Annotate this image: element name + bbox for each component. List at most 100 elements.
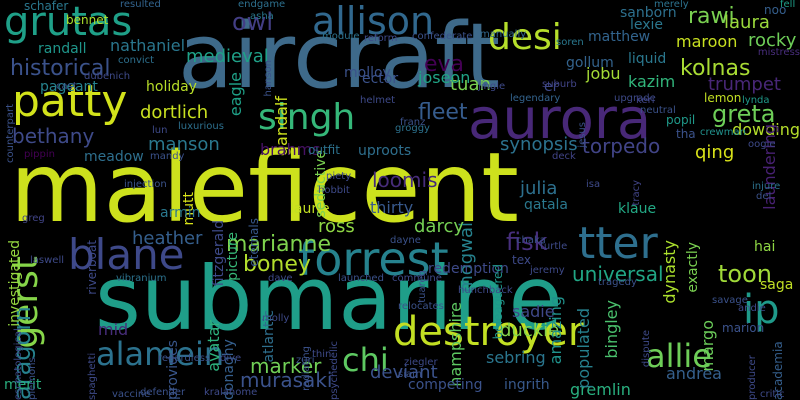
word-redemption: redemption [428,261,509,277]
word-del: del [756,191,772,202]
word-tracy: tracy [631,180,642,206]
word-ziegler: ziegler [404,357,438,368]
word-keri: keri [636,95,655,106]
word-hai: hai [754,239,776,255]
word-exactly: exactly [685,242,701,293]
word-gremlin: gremlin [570,380,631,399]
word-jeremy: jeremy [530,265,565,276]
word-patty: patty [12,76,128,127]
word-er: er [544,79,559,95]
word-psychedelic: psychedelic [329,340,340,400]
word-luxurious: luxurious [178,121,224,132]
word-jingle: jingle [478,81,506,92]
word-manually: manually [480,29,527,40]
word-schafer: schafer [24,0,69,13]
word-forrest: forrest [298,232,449,286]
word-turtle: turtle [540,241,568,252]
word-injure: injure [752,181,781,192]
word-convict: convict [118,55,155,66]
word-medieval: medieval [186,46,269,67]
word-outfit: outfit [308,143,340,157]
word-alamein: alamein [96,335,225,373]
word-allie: allie [646,337,712,375]
word-hunchback: hunchback [458,285,513,296]
word-qatala: qatala [524,197,569,213]
word-ross: ross [318,216,355,237]
word-lynda: lynda [742,95,770,106]
word-sebring: sebring [486,348,546,367]
word-thin: thin [312,349,332,360]
word-toon: toon [718,260,772,288]
word-vaccine: vaccine [112,389,151,400]
word-jobu: jobu [586,64,621,83]
word-gollum: gollum [566,55,614,71]
word-riverboat: riverboat [85,240,99,295]
word-merely: merely [654,0,689,10]
word-populated: populated [574,308,593,389]
word-piemons: piemons [27,357,38,400]
word-tha: tha [676,127,696,141]
word-eva: eva [424,52,465,77]
word-marion: marion [722,321,765,335]
word-marianne: marianne [226,232,331,257]
word-tex: tex [512,253,531,267]
word-dortlich: dortlich [140,102,209,123]
word-critic: critic [760,389,785,400]
word-singh: singh [258,97,356,138]
word-greg: greg [22,213,45,224]
word-counterpart: counterpart [5,104,16,163]
word-savage: savage [712,295,748,306]
word-spaghetti: spaghetti [87,352,98,400]
word-vibranium: vibranium [116,273,167,284]
word-mandy: mandy [150,151,185,162]
word-loomis: loomis [372,168,438,192]
word-grutas: grutas [4,0,133,45]
word-suburb: suburb [542,79,577,90]
word-torpedo: torpedo [582,134,661,158]
word-bingley: bingley [602,300,621,359]
word-julia: julia [520,178,558,199]
word-deck: deck [552,151,576,162]
word-hampshire: hampshire [446,302,465,387]
word-kolnas: kolnas [680,56,751,81]
word-hobbit: hobbit [318,185,350,196]
word-dispute: dispute [641,330,652,368]
word-laura: laura [724,12,770,33]
word-randall: randall [38,41,87,57]
word-saga: saga [760,277,794,293]
word-margo: margo [698,320,717,372]
word-boney: boney [243,252,311,277]
word-oogie: oogie [748,139,776,150]
word-pageant: pageant [40,79,98,95]
word-endgame: endgame [238,0,286,10]
word-dive: dive [220,353,242,364]
word-resulted: resulted [120,0,161,10]
word-module: module [322,31,360,42]
word-bethany: bethany [12,124,95,148]
word-investigated: investigated [7,240,23,327]
word-eternals: eternals [247,218,261,267]
word-uproots: uproots [358,143,412,159]
word-ingrith: ingrith [504,377,550,393]
word-picture: picture [225,232,241,281]
word-armin: armin [160,205,201,221]
word-chaka: chaka [516,235,546,246]
word-ector: ector [362,71,399,87]
word-groggy: groggy [395,123,430,134]
word-laurie: laurie [290,201,330,217]
word-qing: qing [695,142,735,163]
word-pippin: pippin [24,149,55,160]
word-desi: desi [488,17,562,58]
word-commune: commune [392,273,442,284]
word-ip: ip [743,287,780,333]
word-liquid: liquid [628,51,667,67]
word-molloy: molloy [344,65,391,81]
word-dubenich: dubenich [84,71,131,82]
word-sadie: sadie [512,302,555,321]
word-nathaniel: nathaniel [110,36,186,55]
word-mogwai: mogwai [456,222,477,293]
word-fitzgerald: fitzgerald [211,220,227,287]
word-belea-guered: belea­guered [491,264,505,340]
word-aurora: aurora [468,87,652,152]
word-matthew: matthew [588,29,651,45]
